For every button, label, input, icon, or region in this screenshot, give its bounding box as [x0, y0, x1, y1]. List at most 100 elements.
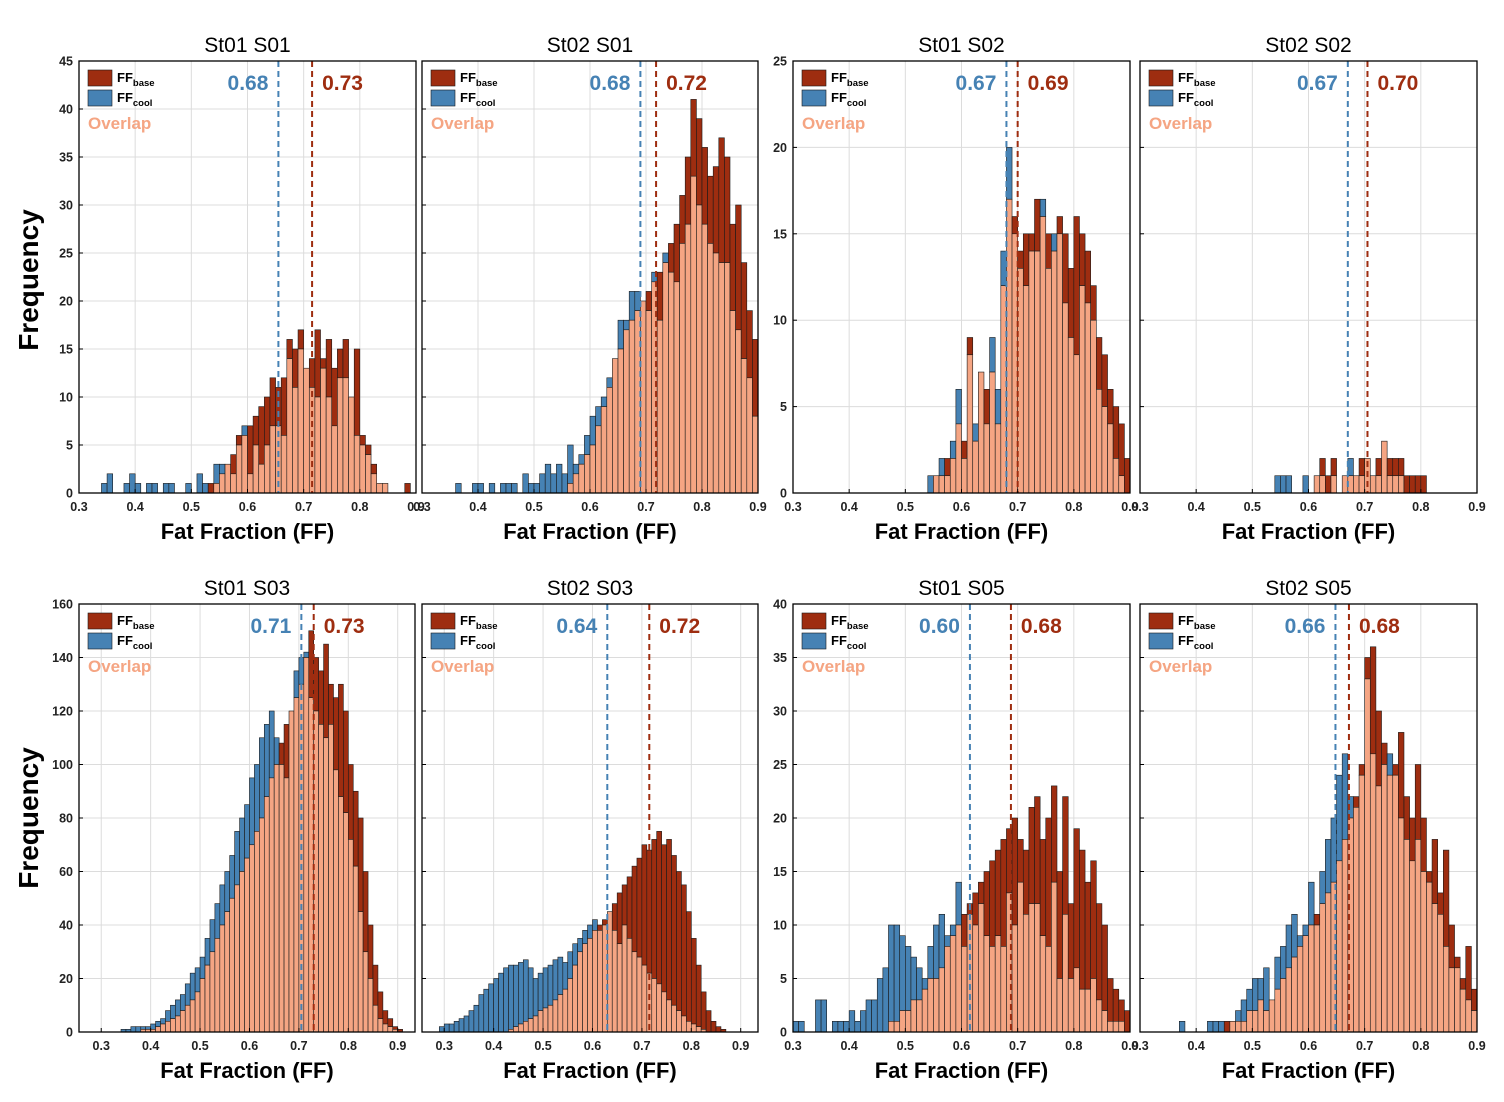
- bar-base: [1426, 871, 1433, 883]
- bar-overlap: [213, 483, 220, 494]
- bar-base: [318, 670, 324, 725]
- bar-base: [1409, 475, 1416, 494]
- bar-base: [1062, 233, 1069, 304]
- bar-base: [656, 271, 664, 321]
- bar-base: [679, 195, 686, 244]
- bar-base: [1118, 423, 1125, 477]
- panel-title: St01 S03: [204, 577, 290, 600]
- bar-overlap: [1398, 817, 1405, 1033]
- bar-base: [1000, 839, 1007, 947]
- bar-base: [1096, 903, 1103, 1001]
- bar-overlap: [701, 223, 708, 494]
- bar-overlap: [333, 769, 339, 1033]
- bar-cool: [910, 956, 917, 1001]
- ylabel-bottom: Frequency: [13, 747, 44, 889]
- bar-base: [1051, 785, 1058, 883]
- bar-base: [1431, 839, 1438, 904]
- bar-base: [641, 844, 648, 966]
- y-tick-label: 120: [52, 705, 73, 719]
- bar-overlap: [718, 262, 725, 494]
- x-tick-label: 0.4: [469, 500, 486, 514]
- bar-overlap: [572, 473, 580, 494]
- bar-base: [333, 697, 339, 771]
- bar-overlap: [323, 737, 329, 1033]
- bar-cool: [179, 994, 186, 1011]
- bar-cool: [185, 483, 192, 494]
- legend-sub-cool: cool: [847, 641, 867, 652]
- bar-overlap: [320, 367, 327, 494]
- bar-cool: [562, 962, 569, 990]
- bar-cool: [949, 924, 957, 936]
- bar-base: [1386, 458, 1394, 477]
- bar-base: [1118, 999, 1125, 1022]
- bar-cool: [130, 1026, 137, 1033]
- bar-base: [1017, 839, 1024, 883]
- legend-swatch-cool: [430, 89, 456, 107]
- bar-cool: [972, 423, 979, 442]
- panel-title: St02 S01: [547, 34, 633, 57]
- bar-overlap: [1426, 881, 1433, 1033]
- bar-overlap: [1403, 839, 1410, 1033]
- bar-cool: [219, 463, 226, 475]
- y-tick-label: 30: [773, 705, 787, 719]
- bar-overlap: [244, 857, 250, 1033]
- bar-cool: [882, 967, 889, 1033]
- bar-overlap: [1341, 839, 1349, 1033]
- bar-overlap: [219, 473, 226, 494]
- bar-overlap: [1313, 475, 1321, 494]
- x-axis-label: Fat Fraction (FF): [1222, 1058, 1396, 1083]
- bar-overlap: [712, 252, 720, 494]
- y-tick-label: 40: [59, 919, 73, 933]
- bar-overlap: [671, 1004, 677, 1033]
- bar-cool: [617, 319, 624, 350]
- bar-overlap: [337, 377, 344, 494]
- x-axis-label: Fat Fraction (FF): [875, 1058, 1049, 1083]
- bar-cool: [135, 1026, 142, 1033]
- bar-cool: [1252, 978, 1259, 1011]
- bar-overlap: [1073, 354, 1080, 494]
- legend-sub-base: base: [847, 621, 869, 632]
- bar-overlap: [972, 440, 979, 494]
- bar-cool: [503, 967, 509, 1033]
- y-tick-label: 15: [773, 865, 787, 879]
- mean-label-cool: 0.68: [590, 72, 631, 95]
- bar-overlap: [577, 951, 583, 1033]
- bar-cool: [129, 473, 136, 494]
- bar-cool: [202, 483, 209, 494]
- bar-cool: [134, 483, 142, 494]
- x-tick-label: 0.8: [340, 1039, 357, 1053]
- bar-overlap: [268, 777, 275, 1033]
- bar-overlap: [676, 1010, 682, 1033]
- bar-overlap: [735, 329, 742, 494]
- bar-base: [1443, 849, 1450, 947]
- bar-overlap: [552, 999, 559, 1033]
- x-tick-label: 0.5: [525, 500, 542, 514]
- bar-overlap: [582, 943, 588, 1033]
- bar-overlap: [254, 831, 260, 1033]
- bar-cool: [938, 913, 945, 969]
- y-tick-label: 25: [59, 247, 73, 261]
- bar-overlap: [1437, 913, 1444, 1033]
- bar-cool: [567, 444, 574, 484]
- y-tick-label: 25: [773, 758, 787, 772]
- bar-cool: [259, 737, 265, 819]
- legend-sub-cool: cool: [133, 641, 153, 652]
- bar-overlap: [621, 924, 628, 1033]
- y-tick-label: 30: [59, 199, 73, 213]
- bar-base: [651, 839, 658, 979]
- bar-base: [735, 204, 742, 331]
- bar-overlap: [587, 938, 593, 1033]
- bar-cool: [293, 670, 300, 698]
- bar-overlap: [972, 924, 979, 1033]
- bar-overlap: [381, 483, 389, 494]
- bar-cool: [303, 651, 310, 658]
- x-tick-label: 0.9: [1468, 1039, 1485, 1053]
- bar-cool: [578, 454, 585, 465]
- bar-base: [342, 339, 349, 379]
- bar-base: [1096, 337, 1103, 390]
- bar-cool: [944, 935, 951, 947]
- bar-base: [325, 339, 333, 398]
- mean-label-base: 0.68: [1359, 615, 1400, 638]
- bar-cool: [1246, 988, 1253, 1011]
- bar-base: [347, 764, 354, 840]
